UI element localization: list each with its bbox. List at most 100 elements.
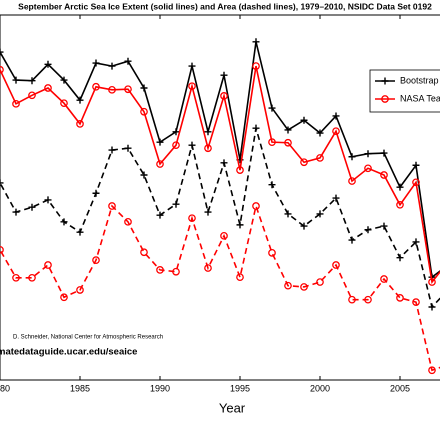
data-point <box>12 76 20 84</box>
series <box>0 124 440 311</box>
legend-box <box>369 69 440 113</box>
data-point <box>172 200 180 208</box>
data-point <box>60 293 68 302</box>
data-point <box>236 221 244 229</box>
data-point <box>364 226 372 234</box>
x-tick-label: 1980 <box>0 383 10 393</box>
data-point <box>204 144 212 153</box>
data-point <box>396 254 404 262</box>
data-point <box>284 126 292 134</box>
data-point <box>156 138 164 146</box>
data-point <box>332 194 340 202</box>
x-tick-label: 1985 <box>70 383 90 393</box>
data-point <box>12 273 20 282</box>
data-point <box>428 366 436 375</box>
data-point <box>124 85 132 94</box>
data-point <box>428 303 436 311</box>
data-point <box>412 178 420 187</box>
data-point <box>140 84 148 92</box>
legend-marker <box>381 95 389 103</box>
data-point <box>364 164 372 173</box>
data-point <box>156 211 164 219</box>
data-point <box>156 266 164 274</box>
data-point <box>412 298 420 306</box>
data-point <box>12 208 20 216</box>
data-point <box>92 82 100 91</box>
data-point <box>188 62 196 70</box>
credit: D. Schneider, National Center for Atmosp… <box>13 335 163 341</box>
data-point <box>140 171 148 179</box>
legend-label: NASA Team <box>400 93 440 103</box>
data-point <box>364 295 372 304</box>
data-point <box>12 99 20 108</box>
data-point <box>348 177 356 185</box>
data-point <box>396 294 404 302</box>
data-point <box>380 275 388 283</box>
data-point <box>92 256 100 265</box>
series-line <box>0 203 440 372</box>
data-point <box>0 245 4 254</box>
data-point <box>108 202 116 210</box>
data-point <box>124 144 132 152</box>
data-point <box>316 210 324 218</box>
x-axis-label: Year <box>219 400 246 415</box>
data-point <box>188 214 196 223</box>
data-point <box>28 203 36 211</box>
data-point <box>284 281 292 290</box>
chart-title: September Arctic Sea Ice Extent (solid l… <box>18 1 432 11</box>
data-point <box>268 138 276 146</box>
data-point <box>76 96 84 104</box>
x-tick-label: 2005 <box>390 383 410 393</box>
data-point <box>316 154 324 162</box>
data-point <box>0 48 4 56</box>
data-point <box>268 104 276 112</box>
data-point <box>348 153 356 161</box>
source-url: matedataguide.ucar.edu/seaice <box>0 347 137 358</box>
data-point <box>188 82 196 91</box>
data-point <box>364 150 372 158</box>
data-point <box>332 127 340 136</box>
data-point <box>220 92 228 100</box>
series <box>0 202 440 375</box>
data-point <box>76 228 84 236</box>
data-point <box>76 286 84 294</box>
data-point <box>108 146 116 154</box>
data-point <box>76 120 84 128</box>
data-point <box>380 222 388 230</box>
data-point <box>380 149 388 157</box>
data-point <box>396 200 404 209</box>
data-point <box>44 84 52 92</box>
data-point <box>28 273 36 282</box>
data-point <box>284 210 292 218</box>
data-point <box>44 60 52 68</box>
data-point <box>204 128 212 136</box>
data-point <box>172 267 180 276</box>
data-point <box>300 222 308 230</box>
data-point <box>172 141 180 150</box>
data-point <box>332 112 340 120</box>
data-point <box>236 166 244 174</box>
data-point <box>124 217 132 226</box>
data-point <box>220 159 228 167</box>
legend: Bootstrap NASA Team <box>369 69 440 113</box>
data-point <box>28 77 36 85</box>
data-point <box>300 158 308 167</box>
data-point <box>124 57 132 65</box>
data-point <box>300 116 308 124</box>
data-point <box>268 181 276 189</box>
data-point <box>332 261 340 269</box>
data-point <box>412 161 420 169</box>
data-point <box>0 65 4 74</box>
data-point <box>60 76 68 84</box>
data-point <box>140 107 148 116</box>
data-point <box>220 231 228 240</box>
data-point <box>236 273 244 282</box>
data-point <box>156 160 164 168</box>
data-point <box>412 238 420 246</box>
x-tick-label: 1995 <box>230 383 250 393</box>
data-point <box>396 183 404 191</box>
data-point <box>60 218 68 226</box>
data-point <box>348 295 356 304</box>
data-point <box>92 59 100 67</box>
